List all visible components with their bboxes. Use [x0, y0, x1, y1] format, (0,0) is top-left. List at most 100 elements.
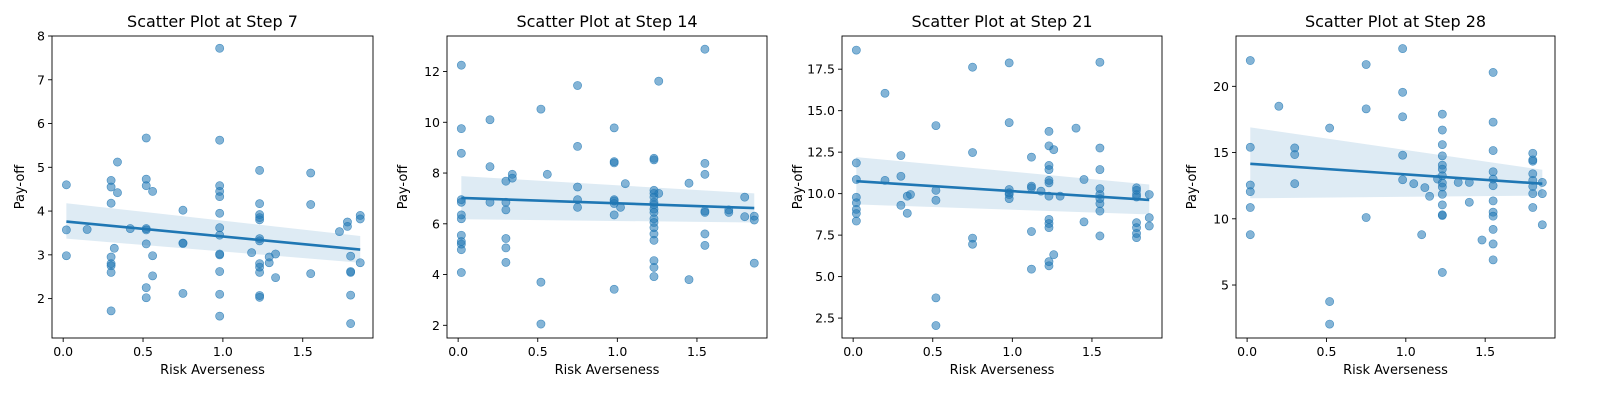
- data-point: [141, 133, 151, 143]
- y-tick-label: 2: [37, 291, 45, 306]
- data-point: [215, 192, 225, 202]
- data-point: [215, 311, 225, 321]
- data-point: [1027, 264, 1036, 274]
- y-tick-label: 8: [432, 166, 440, 181]
- data-point: [1049, 250, 1059, 260]
- data-point: [1095, 231, 1105, 241]
- data-point: [485, 115, 495, 125]
- data-point: [749, 258, 759, 268]
- data-point: [141, 283, 151, 293]
- data-point: [61, 225, 71, 235]
- data-point: [906, 190, 915, 199]
- data-point: [1027, 152, 1036, 162]
- data-point: [1044, 261, 1054, 271]
- data-point: [1398, 112, 1408, 122]
- y-tick-label: 5: [37, 160, 45, 175]
- data-point: [1417, 230, 1427, 240]
- data-point: [880, 88, 890, 98]
- data-point: [1079, 217, 1089, 227]
- data-point: [1437, 268, 1447, 277]
- data-point: [141, 239, 151, 249]
- data-point: [109, 243, 119, 253]
- data-point: [724, 207, 734, 217]
- panel-title: Scatter Plot at Step 21: [911, 12, 1092, 31]
- data-point: [1071, 123, 1081, 133]
- data-point: [931, 293, 941, 303]
- data-point: [1437, 189, 1447, 199]
- regression-line: [461, 196, 755, 210]
- data-point: [456, 268, 466, 277]
- data-point: [501, 257, 511, 267]
- data-point: [1044, 127, 1054, 136]
- data-point: [306, 168, 316, 178]
- axes-frame: [446, 35, 768, 339]
- data-point: [1488, 68, 1498, 77]
- data-point: [1488, 167, 1498, 177]
- data-point: [255, 215, 265, 225]
- data-point: [609, 210, 619, 220]
- data-point: [1044, 223, 1054, 233]
- data-point: [255, 165, 265, 175]
- data-point: [851, 45, 861, 55]
- data-point: [501, 205, 511, 215]
- data-point: [1464, 197, 1474, 207]
- x-tick-label: 1.0: [1002, 344, 1022, 359]
- data-point: [700, 207, 710, 217]
- data-point: [931, 195, 941, 205]
- data-point: [456, 197, 466, 207]
- data-point: [456, 214, 466, 224]
- x-tick-label: 0.5: [923, 344, 943, 359]
- data-point: [178, 239, 188, 248]
- x-axis-label: Risk Averseness: [555, 363, 660, 378]
- data-point: [749, 215, 759, 225]
- scatter-panel-step-7: Scatter Plot at Step 7 Risk Averseness P…: [13, 12, 374, 378]
- data-point: [501, 243, 511, 253]
- data-point: [1095, 57, 1105, 67]
- data-point: [215, 223, 225, 233]
- data-point: [573, 182, 582, 192]
- data-point: [1027, 227, 1036, 236]
- y-tick-label: 4: [432, 267, 440, 282]
- data-point: [1325, 319, 1335, 329]
- data-point: [1437, 200, 1447, 210]
- data-point: [1044, 178, 1054, 188]
- x-tick-label: 0.5: [133, 344, 153, 359]
- data-point: [649, 272, 659, 281]
- confidence-band: [856, 157, 1150, 215]
- data-point: [896, 151, 906, 160]
- y-tick-label: 7: [37, 72, 45, 87]
- data-point: [1420, 183, 1430, 193]
- data-point: [902, 208, 912, 218]
- y-tick-label: 5: [1221, 278, 1229, 293]
- data-point: [1004, 58, 1014, 68]
- data-point: [1132, 233, 1141, 243]
- data-point: [141, 181, 151, 191]
- data-point: [931, 121, 941, 131]
- data-point: [851, 158, 861, 168]
- data-point: [247, 248, 257, 258]
- data-point: [620, 179, 630, 189]
- data-point: [609, 158, 619, 168]
- data-point: [968, 62, 977, 72]
- data-point: [654, 188, 664, 198]
- data-point: [896, 200, 906, 210]
- data-point: [61, 180, 71, 190]
- data-point: [113, 157, 122, 167]
- data-point: [1361, 60, 1371, 69]
- data-point: [896, 171, 906, 181]
- x-tick-label: 0.5: [528, 344, 548, 359]
- data-point: [485, 162, 495, 172]
- data-point: [61, 251, 71, 261]
- data-point: [355, 258, 365, 268]
- data-point: [106, 182, 116, 192]
- data-point: [700, 229, 710, 239]
- data-point: [654, 76, 664, 86]
- data-point: [700, 169, 710, 179]
- data-point: [1144, 213, 1154, 223]
- y-tick-label: 20: [1213, 79, 1229, 94]
- data-point: [178, 288, 188, 298]
- data-point: [178, 205, 188, 215]
- y-tick-label: 6: [432, 216, 440, 231]
- x-tick-label: 1.5: [687, 344, 707, 359]
- data-point: [141, 293, 151, 303]
